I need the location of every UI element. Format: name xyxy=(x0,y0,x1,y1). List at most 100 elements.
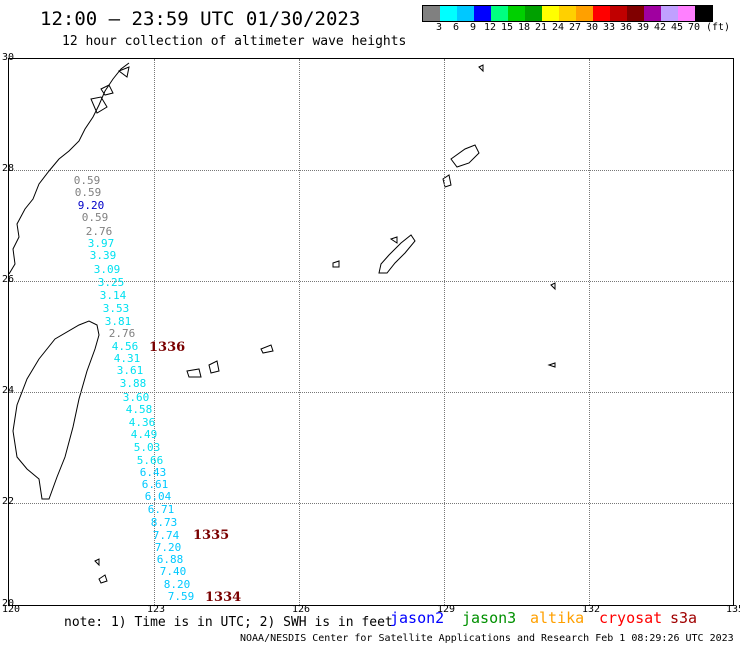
colorbar-tick-label: 21 xyxy=(534,22,548,33)
wave-height-value: 3.53 xyxy=(102,302,130,315)
colorbar-swatch xyxy=(678,6,695,21)
colorbar-swatch xyxy=(508,6,525,21)
colorbar-tick-label: 42 xyxy=(653,22,667,33)
taiwan-coastline xyxy=(12,320,100,500)
pass-number-label: 1334 xyxy=(205,590,242,605)
wave-height-value: 4.36 xyxy=(128,416,156,429)
latitude-label: 30 xyxy=(2,52,15,63)
colorbar-swatch xyxy=(644,6,661,21)
wave-height-value: 6.88 xyxy=(156,553,184,566)
wave-height-value: 0.59 xyxy=(81,211,109,224)
latitude-label: 24 xyxy=(2,385,15,396)
wave-height-value: 7.20 xyxy=(154,541,182,554)
satellite-legend-s3a: s3a xyxy=(670,609,698,627)
colorbar-tick-label: 18 xyxy=(517,22,531,33)
colorbar-swatch xyxy=(542,6,559,21)
wave-height-value: 4.49 xyxy=(130,428,158,441)
sakishima-coastline xyxy=(186,344,274,378)
satellite-legend-altika: altika xyxy=(530,609,585,627)
wave-height-value: 3.39 xyxy=(89,249,117,262)
colorbar-tick-label: 27 xyxy=(568,22,582,33)
colorbar-labels: 3 6 9 12 15 18 21 24 27 30 33 36 39 42 45 70 (ft) xyxy=(422,22,732,34)
wave-height-value: 7.59 xyxy=(167,590,195,603)
colorbar-swatch xyxy=(627,6,644,21)
colorbar-tick-label: 6 xyxy=(452,22,460,33)
meridian-line xyxy=(589,59,590,605)
meridian-line xyxy=(154,59,155,605)
okinawa-coastline xyxy=(378,234,416,274)
pass-number-label: 1336 xyxy=(149,340,186,355)
chart-title: 12:00 – 23:59 UTC 01/30/2023 xyxy=(40,8,361,30)
wave-height-value: 3.61 xyxy=(116,364,144,377)
satellite-legend-jason3: jason3 xyxy=(462,609,517,627)
longitude-label: 126 xyxy=(292,604,311,615)
colorbar-swatch xyxy=(474,6,491,21)
colorbar-swatch xyxy=(559,6,576,21)
colorbar-tick-label: 12 xyxy=(483,22,497,33)
wave-height-value: 3.81 xyxy=(104,315,132,328)
wave-height-value: 0.59 xyxy=(74,186,102,199)
longitude-label: 135 xyxy=(726,604,740,615)
longitude-label: 132 xyxy=(582,604,601,615)
wave-height-value: 5.66 xyxy=(136,454,164,467)
wave-height-value: 8.20 xyxy=(163,578,191,591)
wave-height-value: 7.40 xyxy=(159,565,187,578)
longitude-label: 120 xyxy=(2,604,21,615)
satellite-legend-jason2: jason2 xyxy=(390,609,445,627)
parallel-line xyxy=(9,392,733,393)
wave-height-value: 3.09 xyxy=(93,263,121,276)
meridian-line xyxy=(444,59,445,605)
longitude-label: 123 xyxy=(147,604,166,615)
wave-height-value: 2.76 xyxy=(85,225,113,238)
colorbar-swatch xyxy=(440,6,457,21)
colorbar-swatch xyxy=(423,6,440,21)
wave-height-value: 4.56 xyxy=(111,340,139,353)
wave-height-value: 7.74 xyxy=(152,529,180,542)
meridian-line xyxy=(299,59,300,605)
wave-height-value: 9.20 xyxy=(77,199,105,212)
parallel-line xyxy=(9,170,733,171)
colorbar-tick-label: 30 xyxy=(585,22,599,33)
wave-height-value: 5.03 xyxy=(133,441,161,454)
colorbar-tick-label: 24 xyxy=(551,22,565,33)
wave-height-value: 4.58 xyxy=(125,403,153,416)
wave-height-value: 6.43 xyxy=(139,466,167,479)
colorbar-swatch xyxy=(610,6,627,21)
wave-height-value: 3.60 xyxy=(122,391,150,404)
colorbar-tick-label: 39 xyxy=(636,22,650,33)
wave-height-value: 6.61 xyxy=(141,478,169,491)
wave-height-value: 8.73 xyxy=(150,516,178,529)
parallel-line xyxy=(9,503,733,504)
colorbar-tick-label: 33 xyxy=(602,22,616,33)
chart-subtitle: 12 hour collection of altimeter wave hei… xyxy=(62,34,407,49)
wave-height-value: 4.31 xyxy=(113,352,141,365)
note-text: note: 1) Time is in UTC; 2) SWH is in fe… xyxy=(64,615,393,630)
longitude-label: 129 xyxy=(437,604,456,615)
wave-height-value: 6.71 xyxy=(147,503,175,516)
colorbar-tick-label: 36 xyxy=(619,22,633,33)
colorbar-tick-label: 9 xyxy=(469,22,477,33)
latitude-label: 26 xyxy=(2,274,15,285)
map-area xyxy=(8,58,734,606)
colorbar-swatch xyxy=(491,6,508,21)
parallel-line xyxy=(9,281,733,282)
wave-height-value: 3.88 xyxy=(119,377,147,390)
wave-height-value: 2.76 xyxy=(108,327,136,340)
colorbar-unit-label: (ft) xyxy=(705,22,731,33)
wave-height-value: 3.25 xyxy=(97,276,125,289)
pass-number-label: 1335 xyxy=(193,528,230,543)
coastline-layer xyxy=(9,62,556,584)
wave-height-value: 6.04 xyxy=(144,490,172,503)
wave-height-value: 3.97 xyxy=(87,237,115,250)
colorbar-swatch xyxy=(661,6,678,21)
colorbar-swatch xyxy=(593,6,610,21)
wave-height-value: 3.14 xyxy=(99,289,127,302)
latitude-label: 22 xyxy=(2,496,15,507)
satellite-legend-cryosat: cryosat xyxy=(599,609,663,627)
china-coastline xyxy=(9,62,130,275)
colorbar-tick-label: 15 xyxy=(500,22,514,33)
latitude-label: 28 xyxy=(2,163,15,174)
wave-height-value: 0.59 xyxy=(73,174,101,187)
colorbar-tick-label: 45 xyxy=(670,22,684,33)
credit-line: NOAA/NESDIS Center for Satellite Applica… xyxy=(240,633,734,644)
